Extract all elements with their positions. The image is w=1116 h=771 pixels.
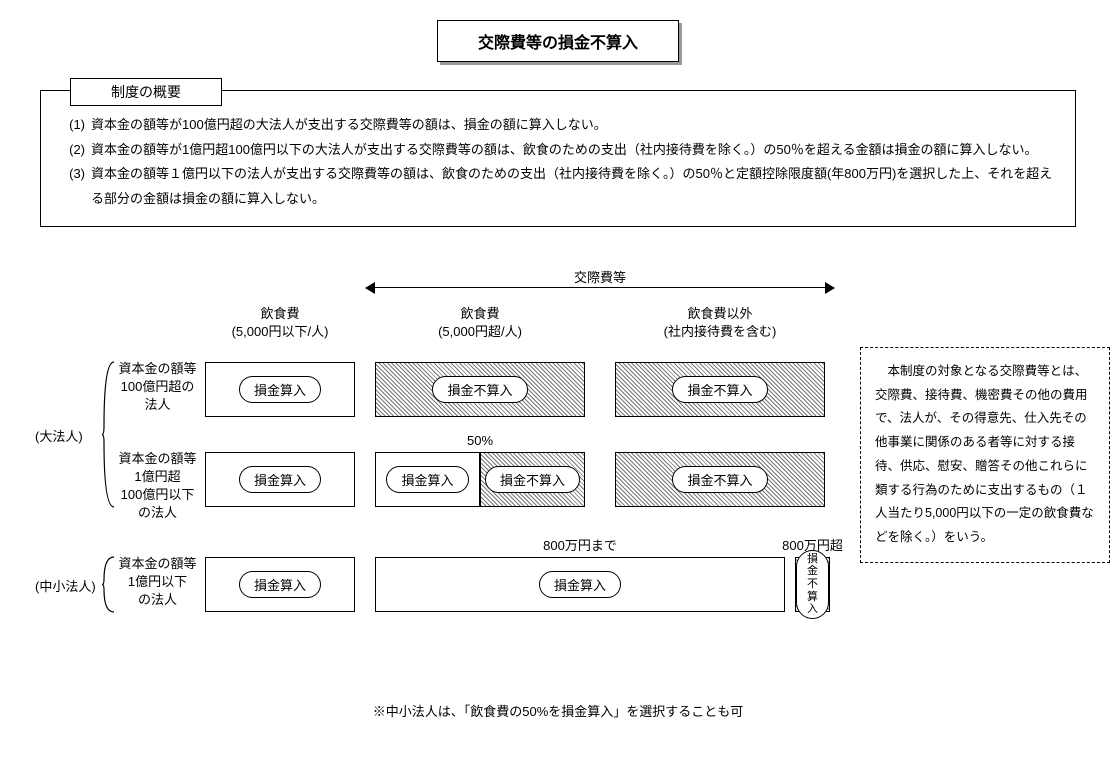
r2c3-pill: 損金不算入 xyxy=(672,466,767,493)
upto800-label: 800万円まで xyxy=(375,537,785,555)
overview-item-text: 資本金の額等が1億円超100億円以下の大法人が支出する交際費等の額は、飲食のため… xyxy=(91,138,1055,163)
r2c2a-pill: 損金算入 xyxy=(386,466,468,493)
overview-item-text: 資本金の額等が100億円超の大法人が支出する交際費等の額は、損金の額に算入しない… xyxy=(91,113,1055,138)
arrow-left-icon xyxy=(365,282,375,294)
r2c1: 損金算入 xyxy=(205,452,355,507)
r1c2-pill: 損金不算入 xyxy=(432,376,527,403)
page-title: 交際費等の損金不算入 xyxy=(437,20,679,62)
kosaihi-arrow xyxy=(375,287,825,288)
row-label: 資本金の額等100億円超の法人 xyxy=(115,360,200,415)
r3c1-pill: 損金算入 xyxy=(239,571,321,598)
diagram: 交際費等飲食費(5,000円以下/人)飲食費(5,000円超/人)飲食費以外(社… xyxy=(30,277,1086,697)
note-box: 本制度の対象となる交際費等とは、交際費、接待費、機密費その他の費用で、法人が、そ… xyxy=(860,347,1110,563)
group-sme-label: (中小法人) xyxy=(35,576,96,595)
r2c2a: 損金算入 xyxy=(375,452,480,507)
r3c2: 損金算入 xyxy=(375,557,785,612)
r2c3: 損金不算入 xyxy=(615,452,825,507)
column-header: 飲食費(5,000円超/人) xyxy=(375,305,585,341)
row-label: 資本金の額等1億円以下の法人 xyxy=(115,555,200,610)
overview-item-text: 資本金の額等１億円以下の法人が支出する交際費等の額は、飲食のための支出（社内接待… xyxy=(91,162,1055,211)
overview-item-number: (3) xyxy=(61,162,91,211)
r1c2: 損金不算入 xyxy=(375,362,585,417)
overview-section: 制度の概要 (1)資本金の額等が100億円超の大法人が支出する交際費等の額は、損… xyxy=(40,90,1076,227)
r3c1: 損金算入 xyxy=(205,557,355,612)
r3c2-pill: 損金算入 xyxy=(539,571,621,598)
overview-item-number: (2) xyxy=(61,138,91,163)
r1c3: 損金不算入 xyxy=(615,362,825,417)
row-label: 資本金の額等1億円超100億円以下の法人 xyxy=(115,450,200,523)
overview-item: (1)資本金の額等が100億円超の大法人が支出する交際費等の額は、損金の額に算入… xyxy=(61,113,1055,138)
overview-item: (2)資本金の額等が1億円超100億円以下の大法人が支出する交際費等の額は、飲食… xyxy=(61,138,1055,163)
arrow-right-icon xyxy=(825,282,835,294)
r2c2b: 損金不算入 xyxy=(480,452,585,507)
footnote: ※中小法人は、「飲食費の50%を損金算入」を選択することも可 xyxy=(30,701,1086,720)
r3c3: 損金不算入 xyxy=(795,557,830,612)
group-large-label: (大法人) xyxy=(35,426,83,445)
r2c1-pill: 損金算入 xyxy=(239,466,321,493)
overview-item-number: (1) xyxy=(61,113,91,138)
r1c1: 損金算入 xyxy=(205,362,355,417)
r3c3-pill: 損金不算入 xyxy=(796,550,829,619)
column-header: 飲食費以外(社内接待費を含む) xyxy=(615,305,825,341)
r1c3-pill: 損金不算入 xyxy=(672,376,767,403)
overview-item: (3)資本金の額等１億円以下の法人が支出する交際費等の額は、飲食のための支出（社… xyxy=(61,162,1055,211)
brace-large xyxy=(102,362,116,510)
over800-label: 800万円超 xyxy=(765,537,860,555)
fifty-label: 50% xyxy=(460,432,500,450)
r1c1-pill: 損金算入 xyxy=(239,376,321,403)
kosaihi-label: 交際費等 xyxy=(560,269,640,287)
r2c2b-pill: 損金不算入 xyxy=(485,466,580,493)
brace-sme xyxy=(102,557,116,615)
overview-body: (1)資本金の額等が100億円超の大法人が支出する交際費等の額は、損金の額に算入… xyxy=(40,90,1076,227)
column-header: 飲食費(5,000円以下/人) xyxy=(205,305,355,341)
overview-label: 制度の概要 xyxy=(70,78,222,106)
